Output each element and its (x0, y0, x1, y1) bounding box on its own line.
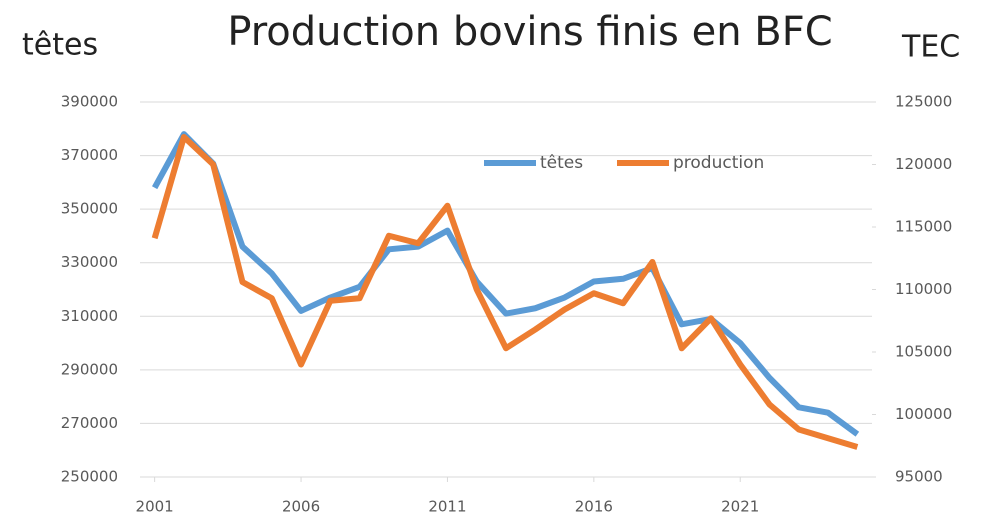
y-tick-label: 390000 (61, 93, 118, 111)
y-tick-label: 350000 (61, 200, 118, 218)
y2-tick-label: 125000 (895, 93, 952, 111)
y-axis-title: têtes (22, 28, 98, 63)
y-tick-label: 330000 (61, 253, 118, 271)
y2-axis-title: TEC (901, 30, 960, 65)
legend-label: production (673, 153, 764, 173)
legend-label: têtes (540, 153, 583, 173)
series-line (151, 134, 859, 450)
y2-tick-label: 95000 (895, 468, 943, 486)
x-tick-label: 2006 (282, 498, 320, 516)
y2-tick-label: 110000 (895, 280, 952, 298)
chart-title: Production bovins finis en BFC (227, 9, 832, 55)
y2-tick-label: 100000 (895, 405, 952, 423)
y-tick-label: 250000 (61, 468, 118, 486)
y-tick-label: 270000 (61, 414, 118, 432)
series-line (152, 131, 860, 437)
y-tick-label: 310000 (61, 307, 118, 325)
y2-tick-label: 120000 (895, 155, 952, 173)
y2-tick-label: 115000 (895, 218, 952, 236)
x-tick-label: 2016 (575, 498, 613, 516)
x-tick-label: 2011 (428, 498, 466, 516)
x-tick-label: 2001 (136, 498, 174, 516)
x-tick-label: 2021 (721, 498, 759, 516)
y-tick-label: 290000 (61, 360, 118, 378)
y2-tick-label: 105000 (895, 343, 952, 361)
y-tick-label: 370000 (61, 146, 118, 164)
